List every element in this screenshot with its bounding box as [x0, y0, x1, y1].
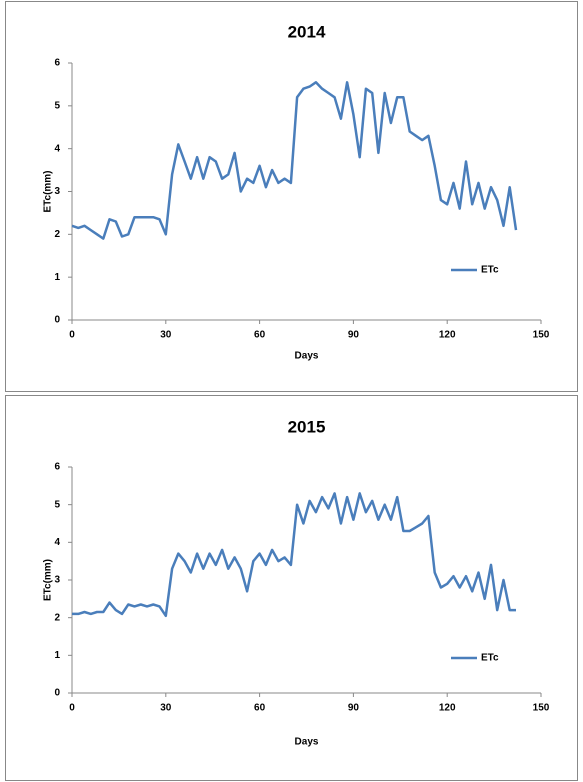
x-axis-label: Days: [295, 351, 319, 362]
x-tick-label: 0: [69, 703, 75, 714]
y-tick-label: 0: [54, 688, 60, 699]
data-line: [72, 492, 516, 618]
y-tick-label: 3: [54, 575, 60, 586]
x-tick-label: 60: [254, 330, 266, 341]
y-tick-label: 3: [54, 186, 60, 197]
x-tick-label: 60: [254, 703, 266, 714]
y-tick-label: 6: [54, 58, 60, 69]
x-tick-label: 120: [439, 703, 456, 714]
panel-border: [5, 395, 578, 781]
y-tick-label: 2: [54, 229, 60, 240]
y-tick-label: 5: [54, 499, 60, 510]
x-tick-label: 150: [533, 330, 550, 341]
y-tick-label: 2: [54, 612, 60, 623]
x-tick-label: 150: [533, 703, 550, 714]
data-line: [71, 81, 518, 240]
y-tick-label: 0: [54, 315, 60, 326]
x-tick-label: 30: [160, 330, 172, 341]
y-tick-label: 6: [54, 462, 60, 473]
x-axis-label: Days: [295, 737, 319, 748]
y-tick-label: 1: [54, 272, 60, 283]
x-tick-label: 120: [439, 330, 456, 341]
panel-border: [5, 1, 578, 392]
x-tick-label: 90: [348, 330, 360, 341]
legend-label: ETc: [481, 265, 499, 276]
chart-title: 2014: [288, 22, 326, 41]
y-tick-label: 4: [54, 143, 60, 154]
x-tick-label: 90: [348, 703, 360, 714]
y-axis-label: ETc(mm): [43, 170, 54, 212]
y-axis-label: ETc(mm): [43, 559, 54, 601]
legend-label: ETc: [481, 653, 499, 664]
y-tick-label: 5: [54, 100, 60, 111]
y-tick-label: 1: [54, 650, 60, 661]
y-tick-label: 4: [54, 537, 60, 548]
x-tick-label: 30: [160, 703, 172, 714]
x-tick-label: 0: [69, 330, 75, 341]
chart-title: 2015: [288, 417, 326, 436]
